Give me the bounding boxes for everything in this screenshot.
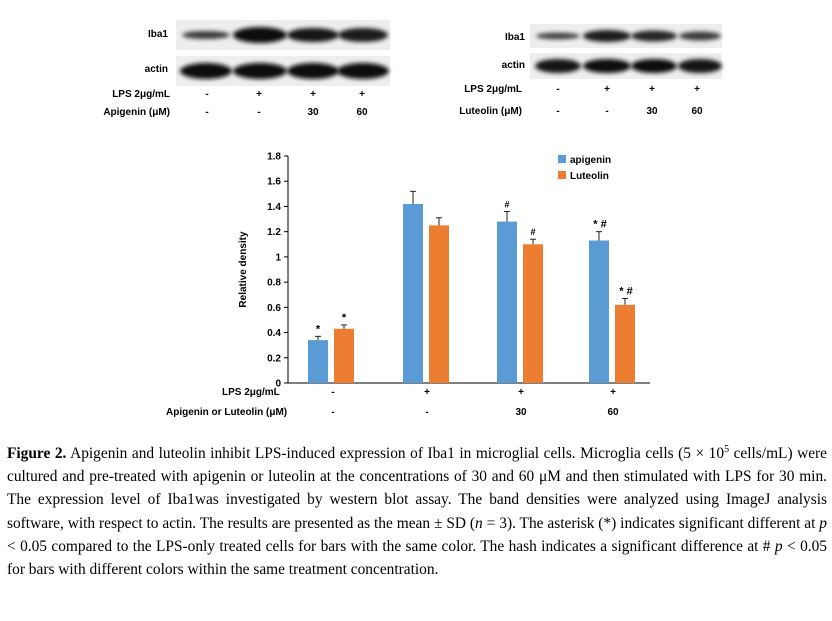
y-tick-label: 1.4 xyxy=(267,202,281,213)
band-iba1-lane3 xyxy=(287,28,339,42)
bar-apigenin-0 xyxy=(308,340,328,383)
bar-apigenin-1 xyxy=(403,203,423,383)
caption-italic: n xyxy=(475,514,483,532)
band-actin-lane4 xyxy=(337,63,389,79)
bar-apigenin-3 xyxy=(589,240,609,383)
condition-value: + xyxy=(610,387,616,398)
caption-italic: p xyxy=(819,514,827,532)
band-actin-lane4 xyxy=(678,59,722,73)
significance-marker: * # xyxy=(619,286,632,298)
treatment-value: + xyxy=(604,84,610,95)
treatment-value: 60 xyxy=(691,106,703,117)
caption-text: < 0.05 for bars with different colors wi… xyxy=(7,537,827,579)
figure-caption: Figure 2. Apigenin and luteolin inhibit … xyxy=(7,442,827,581)
treatment-value: + xyxy=(649,84,655,95)
relative-density-chart: 0 0.2 0.4 0.6 0.8 1 1.2 1.4 1.6 1.8 Relative densi… xyxy=(238,152,650,390)
y-tick-label: 0.6 xyxy=(267,303,281,314)
blot-image-luteolin xyxy=(530,24,722,79)
treatment-value: + xyxy=(359,89,365,100)
bar-apigenin-2 xyxy=(497,221,517,383)
band-actin-lane2 xyxy=(583,59,631,73)
caption-text: < 0.05 compared to the LPS-only treated … xyxy=(7,537,775,555)
blot-label-iba1: Iba1 xyxy=(147,29,168,40)
caption-text: = 3). The asterisk (*) indicates signifi… xyxy=(482,514,820,532)
significance-marker: * # xyxy=(593,219,606,231)
treatment-value: - xyxy=(205,89,209,100)
treatment-value: - xyxy=(257,107,261,118)
band-actin-lane2 xyxy=(233,63,287,79)
band-actin-lane1 xyxy=(180,63,232,79)
legend-label-luteolin: Luteolin xyxy=(570,171,609,182)
band-iba1-lane1 xyxy=(182,31,230,39)
blot-label-actin: actin xyxy=(144,64,168,75)
caption-text: cells/mL) were cultured and pre-treated … xyxy=(7,445,827,532)
treatment-label: LPS 2μg/mL xyxy=(112,89,170,100)
bar-luteolin-1 xyxy=(429,225,449,383)
treatment-label: Apigenin (μM) xyxy=(103,107,170,118)
condition-value: - xyxy=(425,407,429,418)
y-tick-label: 0.4 xyxy=(267,328,281,339)
treatment-value: + xyxy=(256,89,262,100)
y-tick-label: 1.6 xyxy=(267,177,281,188)
legend-swatch-luteolin xyxy=(558,171,566,179)
condition-value: + xyxy=(518,387,524,398)
treatment-value: 30 xyxy=(307,107,319,118)
caption-text: Apigenin and luteolin inhibit LPS-induce… xyxy=(70,445,725,462)
bar-luteolin-0 xyxy=(334,328,354,383)
y-tick-label: 0 xyxy=(275,379,281,390)
y-tick-label: 0.8 xyxy=(267,278,281,289)
y-tick-label: 1.8 xyxy=(267,152,281,163)
blot-image-apigenin xyxy=(176,20,390,86)
band-iba1-lane2 xyxy=(583,30,631,42)
band-iba1-lane3 xyxy=(631,30,677,42)
bar-luteolin-2 xyxy=(523,244,543,383)
condition-label: LPS 2μg/mL xyxy=(222,387,280,398)
caption-italic: p xyxy=(774,537,783,555)
band-iba1-lane1 xyxy=(536,32,580,40)
caption-exponent: 5 xyxy=(724,443,730,455)
bar-luteolin-3 xyxy=(615,304,635,383)
treatment-label: LPS 2μg/mL xyxy=(464,84,522,95)
y-tick-label: 1 xyxy=(275,252,281,263)
band-actin-lane3 xyxy=(631,59,677,73)
figure-label: Figure 2. xyxy=(7,445,67,462)
blot-label-actin: actin xyxy=(501,60,525,71)
treatment-value: 60 xyxy=(356,107,368,118)
condition-value: - xyxy=(331,387,335,398)
band-actin-lane1 xyxy=(535,59,581,73)
blot-label-iba1: Iba1 xyxy=(504,32,525,43)
treatment-value: + xyxy=(694,84,700,95)
condition-value: 30 xyxy=(515,407,527,418)
significance-marker: # xyxy=(504,199,509,209)
condition-label: Apigenin or Luteolin (μM) xyxy=(166,407,288,418)
band-iba1-lane4 xyxy=(679,31,721,41)
treatment-value: 30 xyxy=(646,106,658,117)
condition-value: 60 xyxy=(607,407,619,418)
condition-value: + xyxy=(424,387,430,398)
legend-swatch-apigenin xyxy=(558,155,566,163)
significance-marker: # xyxy=(530,227,535,237)
treatment-value: - xyxy=(556,106,560,117)
significance-marker: * xyxy=(316,323,321,335)
treatment-value: - xyxy=(205,107,209,118)
y-axis-label: Relative density xyxy=(238,231,249,308)
band-actin-lane3 xyxy=(287,63,339,79)
treatment-value: - xyxy=(605,106,609,117)
treatment-value: - xyxy=(556,84,560,95)
condition-value: - xyxy=(331,407,335,418)
treatment-label: Luteolin (μM) xyxy=(459,106,522,117)
band-iba1-lane4 xyxy=(338,28,388,42)
significance-marker: * xyxy=(342,312,347,324)
y-tick-label: 1.2 xyxy=(267,227,281,238)
treatment-value: + xyxy=(310,89,316,100)
y-tick-label: 0.2 xyxy=(267,353,281,364)
legend-label-apigenin: apigenin xyxy=(570,155,611,166)
band-iba1-lane2 xyxy=(233,27,287,43)
